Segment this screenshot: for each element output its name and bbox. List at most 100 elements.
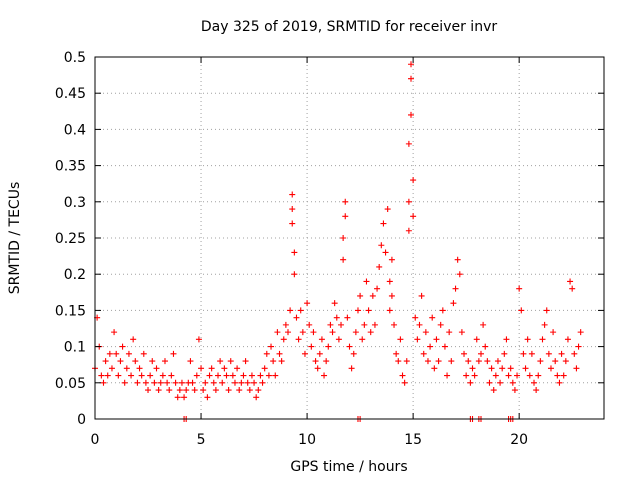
data-point [176, 387, 183, 394]
data-point [195, 336, 202, 343]
data-point [435, 358, 442, 365]
data-point [147, 372, 154, 379]
data-point [151, 379, 158, 386]
data-point [516, 285, 523, 292]
data-point [170, 350, 177, 357]
data-point [215, 372, 222, 379]
data-point [102, 358, 109, 365]
data-point [276, 350, 283, 357]
data-point [397, 336, 404, 343]
data-point [280, 336, 287, 343]
data-point [128, 372, 135, 379]
data-point [405, 227, 412, 234]
data-point [365, 307, 372, 314]
data-point [378, 242, 385, 249]
data-point [265, 372, 272, 379]
data-point [329, 329, 336, 336]
data-point [257, 372, 264, 379]
data-point [552, 358, 559, 365]
data-point [388, 292, 395, 299]
data-point [134, 379, 141, 386]
data-point [234, 365, 241, 372]
data-point [511, 387, 518, 394]
data-point [569, 285, 576, 292]
data-point [123, 365, 130, 372]
data-point [503, 336, 510, 343]
data-point [204, 394, 211, 401]
data-point [187, 358, 194, 365]
data-point [314, 365, 321, 372]
data-point [202, 379, 209, 386]
data-point [480, 321, 487, 328]
data-point [248, 372, 255, 379]
data-point [486, 379, 493, 386]
data-point [255, 387, 262, 394]
data-point [490, 387, 497, 394]
data-point [420, 350, 427, 357]
data-point [346, 343, 353, 350]
x-tick-label: 20 [510, 432, 528, 448]
y-tick-label: 0 [77, 412, 86, 428]
data-point [104, 372, 111, 379]
data-point [416, 321, 423, 328]
data-point [376, 263, 383, 270]
data-point [344, 314, 351, 321]
data-point [439, 307, 446, 314]
data-point [361, 321, 368, 328]
y-tick-label: 0.5 [64, 50, 86, 66]
data-point [117, 358, 124, 365]
data-point [408, 111, 415, 118]
data-point [463, 372, 470, 379]
y-tick-label: 0.45 [55, 86, 86, 102]
data-point [458, 329, 465, 336]
data-point [340, 235, 347, 241]
data-point [562, 358, 569, 365]
data-point [145, 387, 152, 394]
data-point [272, 372, 279, 379]
data-point [408, 75, 415, 82]
data-point [287, 307, 294, 314]
data-point [198, 365, 205, 372]
data-point [108, 365, 115, 372]
data-point [172, 379, 179, 386]
data-point [157, 379, 164, 386]
data-point [164, 379, 171, 386]
data-point [259, 379, 266, 386]
data-point [528, 350, 535, 357]
data-point [399, 372, 406, 379]
data-point [174, 394, 181, 401]
data-point [482, 343, 489, 350]
data-point [308, 343, 315, 350]
data-point [149, 358, 156, 365]
data-point [100, 379, 107, 386]
data-point [191, 387, 198, 394]
data-point [136, 365, 143, 372]
data-point [318, 336, 325, 343]
data-point [497, 379, 504, 386]
data-point [354, 307, 361, 314]
data-point [429, 314, 436, 321]
data-point [505, 372, 512, 379]
data-point [168, 372, 175, 379]
data-point [295, 336, 302, 343]
data-point [473, 336, 480, 343]
data-point [284, 329, 291, 336]
data-point [282, 321, 289, 328]
data-point [537, 358, 544, 365]
data-point [374, 285, 381, 292]
data-point [208, 365, 215, 372]
data-point [467, 379, 474, 386]
data-point [507, 365, 514, 372]
y-tick-label: 0.2 [64, 267, 86, 283]
data-point [223, 372, 230, 379]
data-point [465, 358, 472, 365]
data-point [321, 372, 328, 379]
data-point [541, 321, 548, 328]
data-point [454, 256, 461, 263]
data-point [575, 343, 582, 350]
data-point [494, 358, 501, 365]
data-point [331, 300, 338, 307]
data-point [231, 379, 238, 386]
data-point [246, 387, 253, 394]
data-point [369, 292, 376, 299]
